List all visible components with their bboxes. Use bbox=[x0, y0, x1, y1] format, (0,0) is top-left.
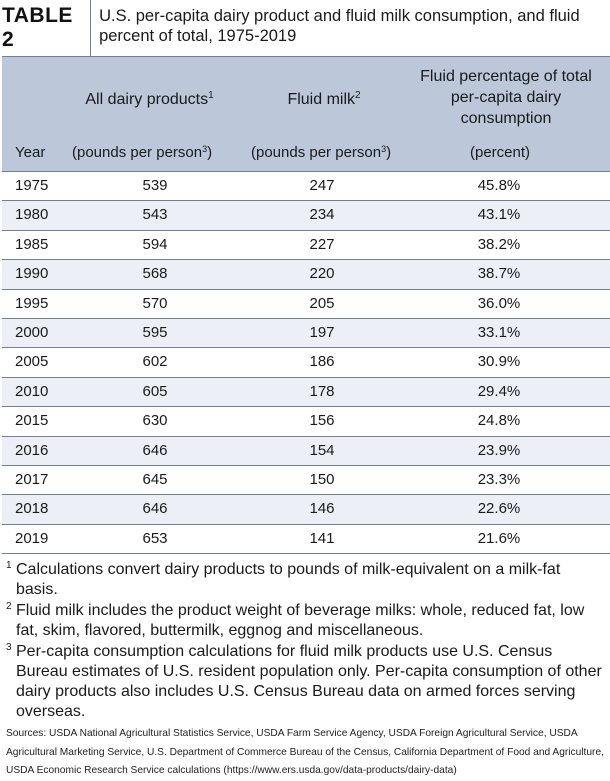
cell-all-dairy: 570 bbox=[142, 294, 168, 312]
cell-fluid-percent: 24.8% bbox=[477, 412, 521, 430]
cell-fluid-milk: 141 bbox=[309, 529, 335, 547]
cell-year: 1990 bbox=[15, 265, 49, 283]
cell-fluid-milk: 234 bbox=[309, 206, 335, 224]
cell-fluid-percent: 38.7% bbox=[477, 265, 521, 283]
cell-fluid-milk: 146 bbox=[309, 500, 335, 518]
cell-fluid-percent: 23.9% bbox=[477, 441, 521, 459]
footnote-text: Per-capita consumption calculations for … bbox=[16, 643, 602, 721]
cell-fluid-milk: 154 bbox=[309, 441, 335, 459]
unit-headers: Year (pounds per person3) (pounds per pe… bbox=[2, 143, 610, 171]
table-row: 2015 630 156 24.8% bbox=[2, 406, 610, 435]
cell-all-dairy: 646 bbox=[142, 500, 168, 518]
cell-year: 2016 bbox=[15, 441, 49, 459]
cell-fluid-milk: 150 bbox=[309, 470, 335, 488]
cell-year: 2019 bbox=[15, 529, 49, 547]
cell-all-dairy: 568 bbox=[142, 265, 168, 283]
unit-fluid-milk: (pounds per person3) bbox=[251, 144, 392, 161]
cell-fluid-percent: 21.6% bbox=[477, 529, 521, 547]
header-year: Year bbox=[15, 144, 46, 161]
cell-fluid-percent: 43.1% bbox=[477, 206, 521, 224]
cell-year: 1985 bbox=[15, 235, 49, 253]
cell-all-dairy: 646 bbox=[142, 441, 168, 459]
cell-fluid-milk: 186 bbox=[309, 353, 335, 371]
cell-year: 2015 bbox=[15, 412, 49, 430]
table-row: 2019 653 141 21.6% bbox=[2, 523, 610, 555]
cell-fluid-milk: 197 bbox=[309, 323, 335, 341]
table-row: 1980 543 234 43.1% bbox=[2, 200, 610, 230]
table-label: TABLE 2 bbox=[2, 0, 92, 56]
footnote: 3 Per-capita consumption calculations fo… bbox=[6, 642, 604, 722]
cell-year: 2000 bbox=[15, 323, 49, 341]
table-header: All dairy products1 Fluid milk2 Fluid pe… bbox=[2, 57, 610, 171]
cell-all-dairy: 653 bbox=[142, 529, 168, 547]
cell-fluid-percent: 30.9% bbox=[477, 353, 521, 371]
sources-note: Sources: USDA National Agricultural Stat… bbox=[6, 728, 604, 777]
cell-all-dairy: 543 bbox=[142, 206, 168, 224]
cell-year: 1995 bbox=[15, 294, 49, 312]
column-headers: All dairy products1 Fluid milk2 Fluid pe… bbox=[2, 57, 610, 137]
cell-fluid-percent: 23.3% bbox=[477, 470, 521, 488]
cell-year: 2005 bbox=[15, 353, 49, 371]
cell-all-dairy: 630 bbox=[142, 412, 168, 430]
table-title-bar: TABLE 2 U.S. per-capita dairy product an… bbox=[2, 0, 610, 57]
footnote-text: Calculations convert dairy products to p… bbox=[16, 561, 561, 599]
cell-fluid-milk: 220 bbox=[309, 265, 335, 283]
table-title: U.S. per-capita dairy product and fluid … bbox=[99, 7, 580, 45]
table-row: 1995 570 205 36.0% bbox=[2, 288, 610, 318]
footnote-text: Fluid milk includes the product weight o… bbox=[16, 602, 585, 640]
header-fluid-percentage: Fluid percentage of total per-capita dai… bbox=[420, 68, 592, 127]
table-row: 1990 568 220 38.7% bbox=[2, 259, 610, 289]
cell-fluid-milk: 227 bbox=[309, 235, 335, 253]
table-row: 2000 595 197 33.1% bbox=[2, 317, 610, 348]
cell-fluid-percent: 36.0% bbox=[477, 294, 521, 312]
table-row: 2010 605 178 29.4% bbox=[2, 376, 610, 407]
cell-all-dairy: 645 bbox=[142, 470, 168, 488]
cell-year: 1975 bbox=[15, 177, 49, 194]
cell-fluid-percent: 38.2% bbox=[477, 235, 521, 253]
table-row: 2005 602 186 30.9% bbox=[2, 347, 610, 376]
cell-fluid-percent: 45.8% bbox=[477, 177, 521, 194]
footnote: 1 Calculations convert dairy products to… bbox=[6, 560, 604, 600]
unit-percent: (percent) bbox=[470, 144, 531, 161]
cell-year: 2018 bbox=[15, 500, 49, 518]
cell-fluid-milk: 156 bbox=[309, 412, 335, 430]
cell-fluid-milk: 178 bbox=[309, 382, 335, 400]
cell-all-dairy: 539 bbox=[142, 177, 168, 194]
footnotes: 1 Calculations convert dairy products to… bbox=[2, 554, 610, 722]
cell-all-dairy: 605 bbox=[142, 382, 168, 400]
cell-all-dairy: 602 bbox=[142, 353, 168, 371]
table-row: 2017 645 150 23.3% bbox=[2, 464, 610, 494]
header-all-dairy: All dairy products1 bbox=[85, 90, 214, 109]
cell-year: 2017 bbox=[15, 470, 49, 488]
cell-all-dairy: 595 bbox=[142, 323, 168, 341]
cell-year: 1980 bbox=[15, 206, 49, 224]
table-row: 2018 646 146 22.6% bbox=[2, 494, 610, 524]
cell-all-dairy: 594 bbox=[142, 235, 168, 253]
cell-fluid-milk: 247 bbox=[309, 177, 335, 194]
header-fluid-milk: Fluid milk2 bbox=[287, 90, 361, 109]
footnote: 2 Fluid milk includes the product weight… bbox=[6, 601, 604, 641]
table-row: 1985 594 227 38.2% bbox=[2, 229, 610, 259]
footnote-mark: 2 bbox=[6, 601, 12, 613]
cell-fluid-percent: 22.6% bbox=[477, 500, 521, 518]
table-row: 1975 539 247 45.8% bbox=[2, 171, 610, 200]
unit-all-dairy: (pounds per person3) bbox=[72, 144, 213, 161]
footnote-mark: 3 bbox=[6, 642, 12, 654]
cell-fluid-milk: 205 bbox=[309, 294, 335, 312]
cell-fluid-percent: 29.4% bbox=[477, 382, 521, 400]
footnote-mark: 1 bbox=[6, 560, 12, 572]
cell-fluid-percent: 33.1% bbox=[477, 323, 521, 341]
table-body: 1975 539 247 45.8% 1980 543 234 43.1% 19… bbox=[2, 171, 610, 555]
cell-year: 2010 bbox=[15, 382, 49, 400]
table-row: 2016 646 154 23.9% bbox=[2, 435, 610, 465]
